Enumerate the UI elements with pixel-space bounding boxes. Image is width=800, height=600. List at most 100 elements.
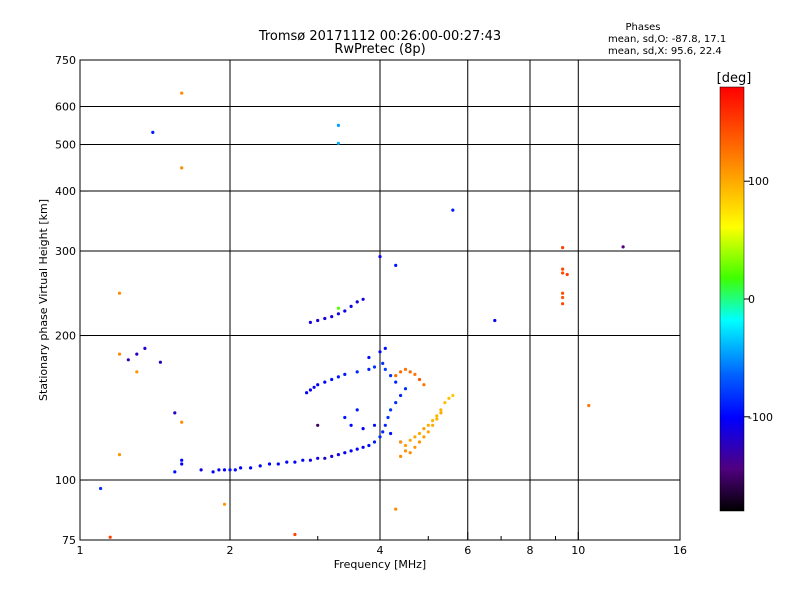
data-point	[367, 355, 371, 360]
data-point	[378, 350, 382, 354]
data-point	[355, 300, 359, 304]
data-point	[565, 272, 569, 277]
data-point	[413, 445, 417, 449]
colorbar-tick-label: -100	[748, 411, 773, 424]
data-point	[389, 408, 393, 412]
data-point	[249, 466, 253, 470]
data-point	[394, 507, 398, 511]
data-point	[343, 372, 347, 376]
data-point	[316, 423, 320, 427]
data-point	[323, 380, 327, 384]
data-point	[417, 377, 422, 382]
data-point	[180, 91, 184, 95]
data-point	[239, 466, 243, 470]
data-point	[381, 361, 385, 365]
data-point	[386, 415, 390, 420]
data-point	[293, 532, 297, 537]
y-tick-label: 400	[55, 185, 76, 198]
data-point	[403, 449, 408, 453]
data-point	[367, 367, 371, 371]
grid	[80, 60, 680, 540]
data-point	[217, 468, 221, 472]
data-point	[180, 166, 184, 170]
axis-ticks: 1 2 4 6 8 10 16 75 100 200 300 400 500 600 750	[55, 54, 687, 557]
data-point	[435, 417, 439, 421]
data-point	[126, 358, 130, 362]
data-point	[422, 435, 426, 439]
x-tick-label: 4	[377, 544, 384, 557]
data-point	[383, 367, 387, 371]
data-point	[158, 360, 162, 364]
data-point	[451, 208, 455, 212]
data-point	[117, 352, 122, 356]
data-point	[431, 423, 435, 427]
colorbar-label: [deg]	[717, 71, 752, 86]
data-point	[361, 445, 365, 449]
data-point	[336, 453, 340, 457]
data-point	[435, 414, 439, 418]
data-points	[99, 91, 625, 539]
data-point	[336, 375, 340, 379]
data-point	[394, 401, 398, 405]
x-tick-label: 6	[464, 544, 471, 557]
data-point	[403, 367, 408, 371]
data-point	[561, 291, 565, 295]
data-point	[151, 130, 155, 134]
data-point	[621, 245, 625, 249]
data-point	[173, 470, 177, 474]
data-point	[408, 370, 412, 374]
data-point	[389, 374, 393, 378]
chart-subtitle: RwPretec (8p)	[334, 42, 425, 57]
data-point	[180, 462, 184, 466]
data-point	[308, 388, 312, 392]
data-point	[413, 435, 417, 439]
data-point	[372, 423, 377, 427]
data-point	[312, 385, 316, 389]
y-tick-label: 200	[55, 330, 76, 343]
y-tick-label: 300	[55, 245, 76, 258]
data-point	[316, 383, 320, 387]
data-point	[389, 431, 393, 436]
data-point	[561, 271, 565, 275]
data-point	[439, 408, 443, 412]
data-point	[308, 458, 312, 462]
data-point	[276, 462, 280, 466]
colorbar-ticks: 100 0 -100	[744, 175, 773, 424]
data-point	[323, 316, 327, 321]
data-point	[349, 449, 353, 453]
data-point	[211, 470, 215, 474]
data-point	[143, 346, 147, 350]
data-point	[267, 462, 272, 466]
data-point	[447, 396, 451, 400]
data-point	[173, 411, 177, 415]
data-point	[451, 393, 455, 398]
data-point	[199, 468, 203, 472]
data-point	[258, 464, 262, 468]
data-point	[349, 304, 353, 308]
y-tick-label: 600	[55, 101, 76, 114]
data-point	[372, 440, 377, 444]
data-point	[330, 377, 334, 382]
y-axis-label: Stationary phase Virtual Height [km]	[37, 199, 50, 401]
data-point	[367, 443, 371, 448]
data-point	[587, 403, 591, 408]
x-axis-label: Frequency [MHz]	[334, 558, 426, 571]
data-point	[301, 458, 305, 462]
data-point	[316, 456, 320, 460]
data-point	[426, 423, 430, 427]
colorbar-tick-label: 100	[748, 175, 769, 188]
y-tick-label: 100	[55, 474, 76, 487]
data-point	[408, 438, 412, 442]
data-point	[99, 486, 103, 491]
data-point	[399, 393, 403, 398]
data-point	[399, 370, 403, 374]
data-point	[330, 315, 334, 319]
data-point	[399, 440, 403, 444]
data-point	[355, 447, 359, 451]
data-point	[336, 141, 340, 145]
data-point	[285, 460, 289, 464]
data-point	[383, 346, 387, 350]
x-tick-label: 16	[673, 544, 687, 557]
y-tick-label: 750	[55, 54, 76, 67]
data-point	[293, 460, 297, 464]
